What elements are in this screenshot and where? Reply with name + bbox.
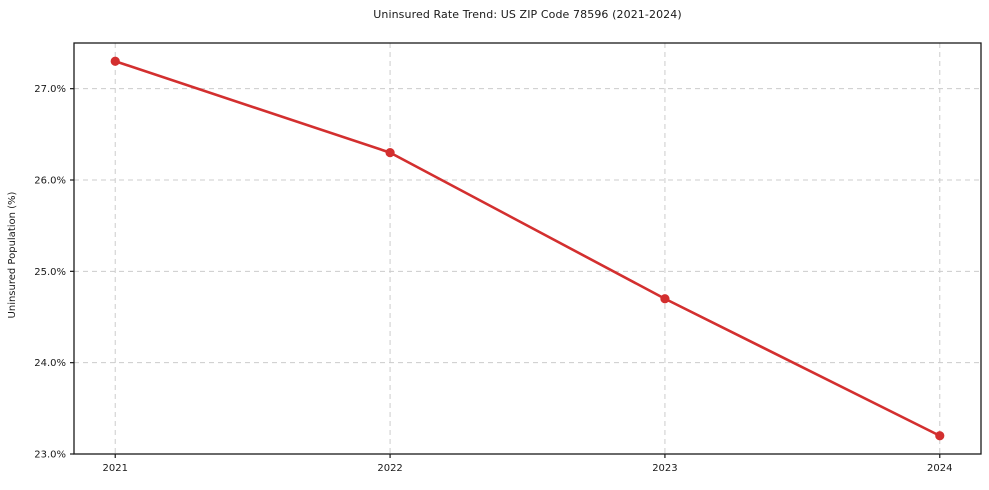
y-axis-tick-label: 23.0% <box>34 450 66 461</box>
y-axis-tick-label: 25.0% <box>34 267 66 278</box>
x-axis-tick-label: 2022 <box>377 463 402 474</box>
y-axis-label-text: Uninsured Population (%) <box>7 191 18 319</box>
tick-layer: 2021 2022 2023 2024 23.0% 24.0% 25.0% 26.0% 27.0… <box>34 84 952 474</box>
x-axis-tick-label: 2023 <box>652 463 677 474</box>
data-point-marker <box>660 294 670 304</box>
data-point-marker <box>935 431 945 441</box>
trend-line <box>113 59 942 438</box>
x-axis-tick-label: 2024 <box>927 463 952 474</box>
x-axis-tick-label: 2021 <box>103 463 128 474</box>
y-axis-tick-label: 27.0% <box>34 84 66 95</box>
chart-title: Uninsured Rate Trend: US ZIP Code 78596 … <box>373 8 682 21</box>
data-point-marker <box>385 148 395 158</box>
plot-border <box>73 42 982 455</box>
y-axis-tick-label: 26.0% <box>34 176 66 187</box>
series-layer <box>110 56 945 441</box>
y-axis-tick-label: 24.0% <box>34 358 66 369</box>
data-point-marker <box>110 56 120 66</box>
grid-layer <box>74 43 981 455</box>
